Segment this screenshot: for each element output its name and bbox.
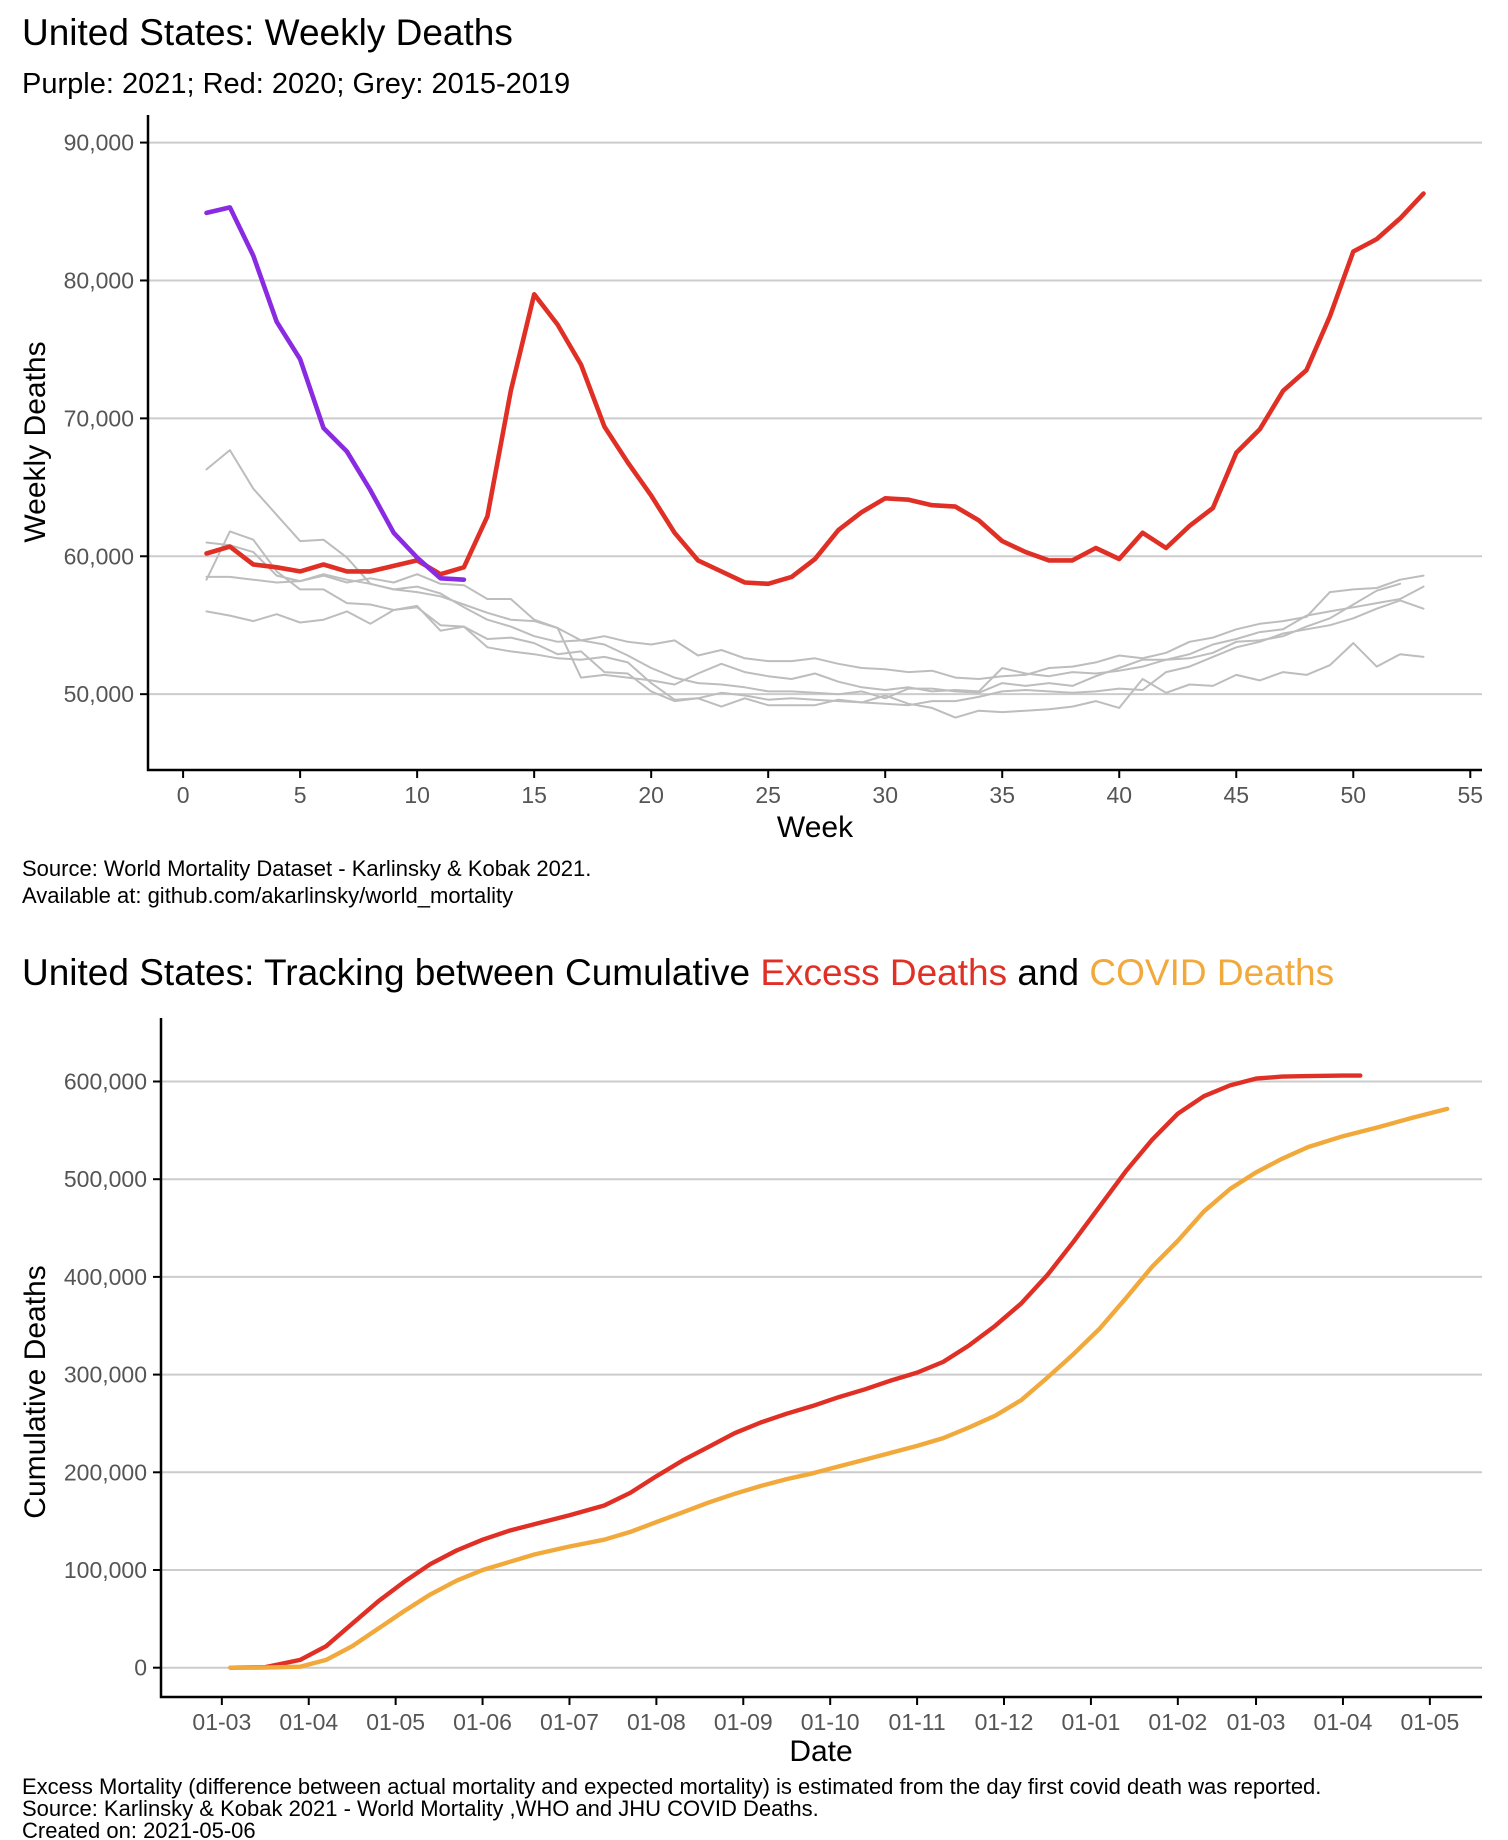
chart2-x-axis-title: Date [789,1735,852,1768]
y-tick-label: 200,000 [64,1459,147,1485]
chart2-y-axis-title: Cumulative Deaths [19,1265,52,1518]
x-tick-label: 20 [638,782,664,808]
series-line-2016 [205,573,1425,700]
cumulative-deaths-chart: United States: Tracking between Cumulati… [19,952,1482,1840]
chart2-footnote-line-3: Created on: 2021-05-06 [22,1818,256,1840]
y-tick-label: 400,000 [64,1264,147,1290]
x-tick-label: 5 [294,782,307,808]
x-tick-label: 55 [1458,782,1484,808]
series-line-excess [228,1073,1363,1670]
chart2-series [228,1073,1450,1670]
chart1-series [204,191,1426,719]
y-tick-label: 0 [134,1655,147,1681]
chart2-title-covid: COVID Deaths [1089,952,1334,993]
x-tick-label: 01-05 [1400,1709,1459,1735]
chart2-footnote-line-1: Excess Mortality (difference between act… [22,1774,1321,1799]
x-tick-label: 10 [404,782,430,808]
chart2-footnote-line-2: Source: Karlinsky & Kobak 2021 - World M… [22,1796,819,1821]
y-tick-label: 60,000 [64,543,134,569]
x-tick-label: 01-12 [975,1709,1034,1735]
x-tick-label: 01-11 [889,1709,946,1735]
x-tick-label: 0 [177,782,190,808]
chart2-title-excess: Excess Deaths [760,952,1007,993]
x-tick-label: 30 [872,782,898,808]
chart1-y-axis-title: Weekly Deaths [19,341,52,542]
y-tick-label: 90,000 [64,130,134,156]
chart2-gridlines [161,1080,1482,1669]
x-tick-label: 01-03 [1227,1709,1286,1735]
series-line-2018 [205,449,1402,693]
chart2-title-and: and [1007,952,1089,993]
x-tick-label: 35 [989,782,1015,808]
x-tick-label: 50 [1340,782,1366,808]
y-tick-label: 100,000 [64,1557,147,1583]
x-tick-label: 15 [521,782,547,808]
x-tick-label: 01-08 [627,1709,686,1735]
chart2-title-part1: United States: Tracking between Cumulati… [22,952,760,993]
chart1-axes [146,115,1482,772]
chart1-source-line-2: Available at: github.com/akarlinsky/worl… [22,883,513,908]
chart2-x-tick-labels: 01-03 01-04 01-05 01-06 01-07 01-08 01-09 01-10… [192,1697,1459,1735]
series-line-2020 [204,191,1426,587]
series-line-covid [228,1106,1450,1670]
chart1-title: United States: Weekly Deaths [22,12,513,53]
weekly-deaths-chart: United States: Weekly Deaths Purple: 202… [19,12,1483,908]
x-tick-label: 01-04 [1314,1709,1373,1735]
chart2-title: United States: Tracking between Cumulati… [22,952,1334,993]
chart1-source-line-1: Source: World Mortality Dataset - Karlin… [22,856,591,881]
chart1-subtitle: Purple: 2021; Red: 2020; Grey: 2015-2019 [22,68,570,100]
x-tick-label: 01-06 [453,1709,512,1735]
x-tick-label: 01-02 [1148,1709,1207,1735]
x-tick-label: 01-05 [366,1709,425,1735]
y-tick-label: 80,000 [64,267,134,293]
series-line-2017 [205,541,1425,680]
y-tick-label: 70,000 [64,405,134,431]
x-tick-label: 45 [1223,782,1249,808]
x-tick-label: 25 [755,782,781,808]
series-line-2019 [205,530,1425,719]
chart2-axes [159,1018,1482,1699]
x-tick-label: 01-03 [192,1709,251,1735]
y-tick-label: 500,000 [64,1166,147,1192]
x-tick-label: 40 [1106,782,1132,808]
chart1-gridlines [148,141,1482,696]
series-line-2021 [204,205,467,582]
y-tick-label: 50,000 [64,681,134,707]
chart1-x-tick-labels: 0 5 10 15 20 25 30 35 40 45 50 55 [177,770,1483,808]
y-tick-label: 300,000 [64,1362,147,1388]
x-tick-label: 01-01 [1062,1709,1121,1735]
chart1-x-axis-title: Week [777,811,854,844]
x-tick-label: 01-04 [279,1709,338,1735]
x-tick-label: 01-07 [540,1709,599,1735]
y-tick-label: 600,000 [64,1069,147,1095]
x-tick-label: 01-09 [714,1709,773,1735]
x-tick-label: 01-10 [801,1709,860,1735]
chart2-y-tick-labels: 0 100,000 200,000 300,000 400,000 500,000 600,… [64,1069,161,1681]
series-line-2015 [205,599,1425,707]
chart1-y-tick-labels: 50,000 60,000 70,000 80,000 90,000 [64,130,148,707]
